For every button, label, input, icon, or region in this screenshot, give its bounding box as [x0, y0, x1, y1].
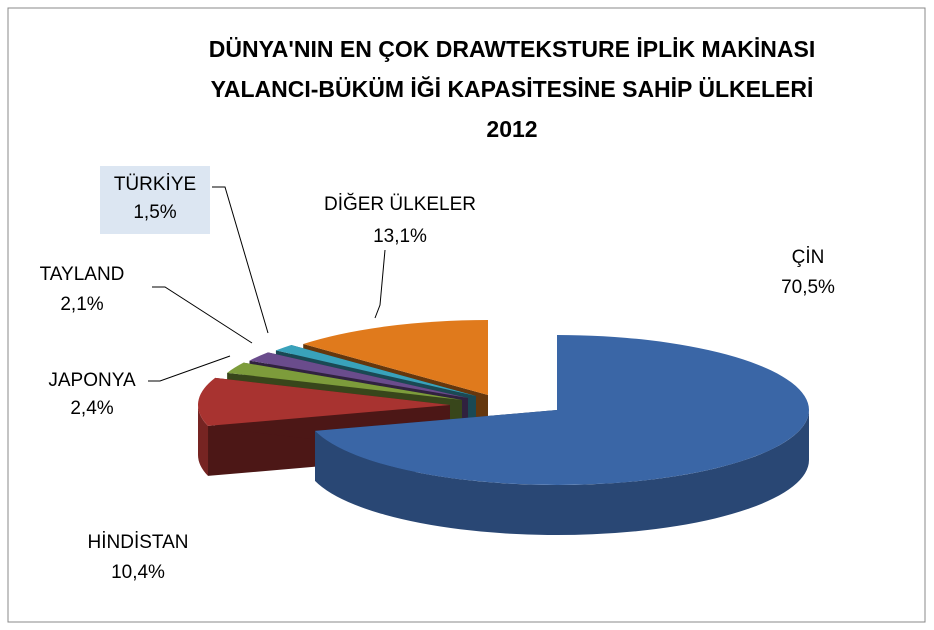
data-label-value: 1,5% [133, 202, 176, 223]
leader-line [212, 186, 269, 334]
leader-line [152, 286, 253, 344]
data-label-category: JAPONYA [48, 370, 136, 391]
slice-top [315, 335, 809, 485]
data-label-value: 13,1% [373, 226, 427, 247]
slice-side [315, 410, 810, 535]
data-label-value: 10,4% [111, 562, 165, 583]
slice-top [275, 345, 476, 396]
slice-top [227, 362, 462, 400]
slice-top [249, 352, 468, 398]
data-label-category: TÜRKİYE [114, 174, 196, 195]
data-label-category: DİĞER ÜLKELER [324, 193, 476, 215]
chart-title: YALANCI-BÜKÜM İĞİ KAPASİTESİNE SAHİP ÜLK… [211, 75, 814, 102]
leader-line [374, 249, 386, 319]
data-label-value: 70,5% [781, 277, 835, 298]
slice-side [198, 405, 209, 476]
data-label-category: TAYLAND [40, 264, 125, 285]
data-label-category: ÇİN [792, 247, 825, 268]
slice-top [197, 377, 450, 426]
slice-top [303, 320, 488, 395]
data-label-category: HİNDİSTAN [88, 532, 189, 553]
chart-title: 2012 [486, 116, 537, 142]
leader-line [148, 355, 231, 382]
data-label-value: 2,1% [60, 294, 103, 315]
chart-title: DÜNYA'NIN EN ÇOK DRAWTEKSTURE İPLİK MAKİ… [209, 36, 815, 62]
label-highlight [100, 166, 210, 234]
slice [315, 335, 810, 535]
data-label-value: 2,4% [70, 398, 113, 419]
